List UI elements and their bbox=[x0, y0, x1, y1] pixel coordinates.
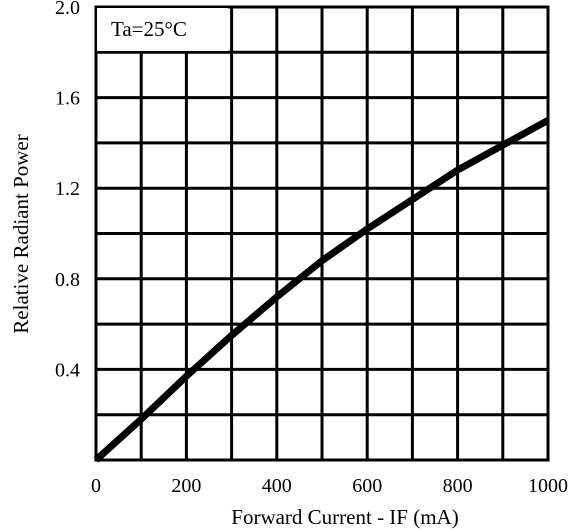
y-tick-label: 1.2 bbox=[55, 178, 80, 200]
y-tick-label: 0.8 bbox=[55, 269, 80, 291]
x-tick-label: 0 bbox=[91, 475, 101, 497]
x-tick-label: 200 bbox=[171, 475, 201, 497]
y-tick-label: 0.4 bbox=[55, 359, 80, 381]
x-tick-label: 600 bbox=[352, 475, 382, 497]
y-tick-label: 1.6 bbox=[55, 88, 80, 110]
y-tick-labels: 0.4 0.8 1.2 1.6 2.0 bbox=[55, 0, 80, 381]
y-tick-label: 2.0 bbox=[55, 0, 80, 19]
annotation-text: Ta=25°C bbox=[111, 17, 187, 41]
x-tick-label: 800 bbox=[443, 475, 473, 497]
x-tick-labels: 0 200 400 600 800 1000 bbox=[91, 475, 568, 497]
x-tick-label: 400 bbox=[262, 475, 292, 497]
annotation-box: Ta=25°C bbox=[97, 8, 228, 51]
x-axis-label: Forward Current - IF (mA) bbox=[231, 505, 458, 529]
x-tick-label: 1000 bbox=[528, 475, 568, 497]
y-axis-label: Relative Radiant Power bbox=[9, 134, 33, 333]
